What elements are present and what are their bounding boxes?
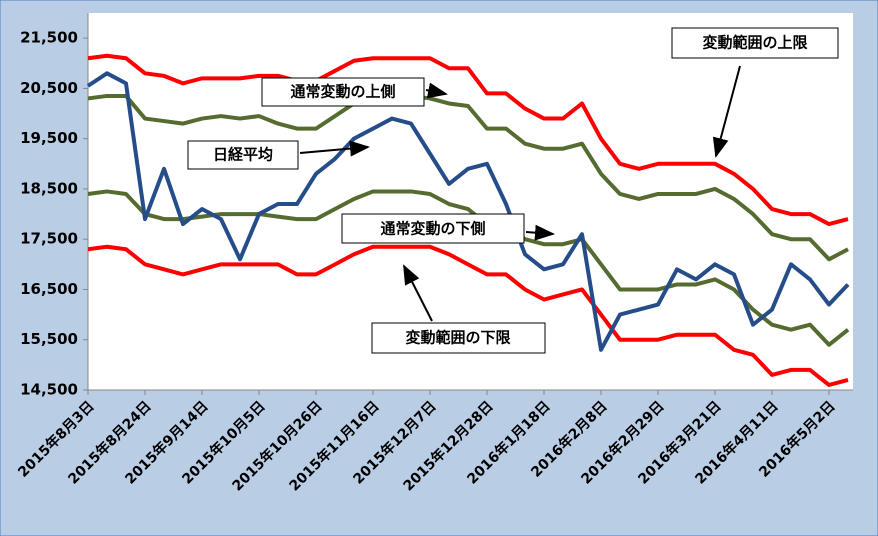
y-tick-label: 21,500	[20, 29, 78, 47]
series-line	[87, 53, 849, 227]
y-tick-label: 19,500	[20, 129, 78, 147]
annotation-text: 通常変動の下側	[380, 220, 485, 238]
y-tick-label: 14,500	[20, 381, 78, 399]
annotation-text: 日経平均	[213, 146, 273, 164]
y-tick-label: 18,500	[20, 179, 78, 197]
annotation: 変動範囲の上限 通常変動の上側 日経平均 通常変動の下側 変動範囲の下限	[187, 27, 839, 354]
series-line	[87, 93, 849, 262]
y-tick-label: 17,500	[20, 230, 78, 248]
y-tick-label: 15,500	[20, 330, 78, 348]
series-line	[86, 71, 850, 352]
annotation-text: 変動範囲の下限	[405, 329, 510, 347]
annotation-text: 通常変動の上側	[290, 83, 395, 101]
y-tick-label: 16,500	[20, 280, 78, 298]
y-tick-label: 20,500	[20, 79, 78, 97]
annotation-text: 変動範囲の上限	[702, 34, 807, 52]
series-line	[87, 244, 849, 387]
